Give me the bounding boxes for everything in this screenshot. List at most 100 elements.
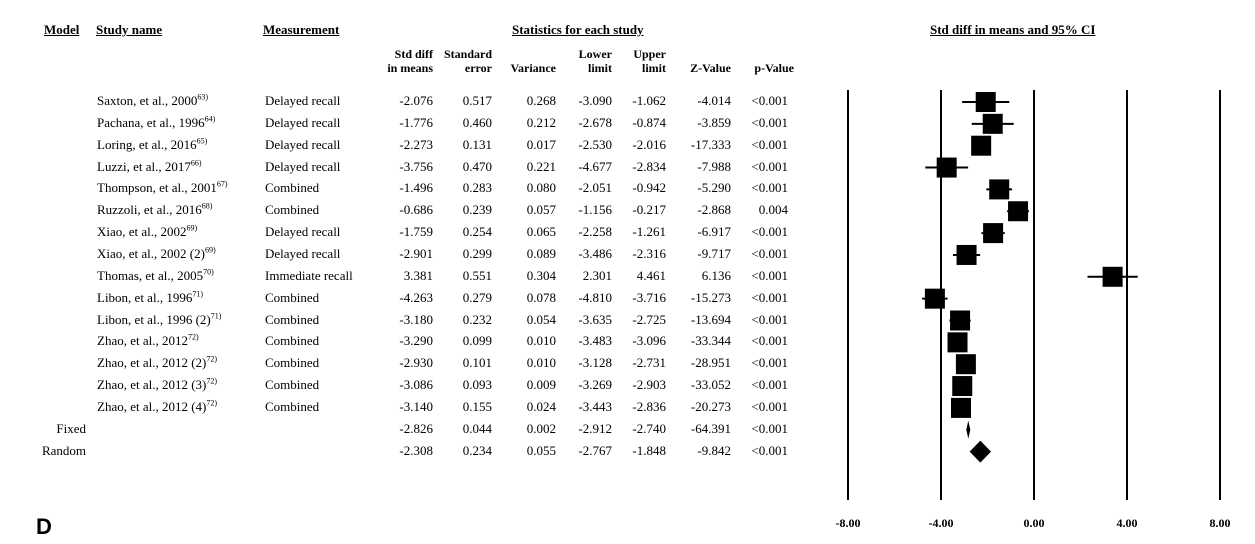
cell-z: -28.951 [690,355,731,371]
cell-p: <0.001 [751,114,788,130]
cell-smd: -3.290 [399,333,433,349]
panel-label: D [36,514,52,539]
summary-p: <0.001 [751,442,788,458]
cell-z: -5.290 [697,180,731,196]
cell-smd: -2.273 [399,136,433,152]
summary-smd: -2.826 [399,420,433,436]
study-name-text: Zhao, et al., 2012 [97,333,188,349]
cell-p: <0.001 [751,158,788,174]
cell-smd: 3.381 [403,267,433,283]
subheader-p-line: p-Value [754,61,794,75]
cell-lower: -2.678 [578,114,612,130]
cell-z: -2.868 [697,202,731,218]
study-reference: 69) [204,245,216,255]
study-name-text: Saxton, et al., 2000 [97,93,198,108]
summary-p: <0.001 [751,420,788,436]
effect-square [975,92,996,112]
cell-smd: -2.076 [399,93,433,108]
subheader-smd-line: in means [387,61,433,75]
cell-se: 0.131 [462,136,492,152]
study-name-text: Zhao, et al., 2012 (2) [97,355,207,371]
cell-se: 0.101 [462,355,492,371]
summary-lower: -2.912 [578,420,612,436]
study-name: Luzzi, et al., 201766) [97,159,202,175]
cell-p: <0.001 [751,289,788,305]
study-reference: 63) [197,92,209,102]
cell-var: 0.078 [526,289,556,305]
cell-p: <0.001 [751,267,788,283]
subheader-upper-line: Upper [633,47,666,61]
cell-upper: -2.836 [632,398,666,414]
study-name: Loring, et al., 201665) [97,137,207,153]
cell-smd: -2.930 [399,355,433,371]
measurement: Delayed recall [265,224,341,240]
header-measurement: Measurement [263,22,340,37]
cell-smd: -0.686 [399,202,433,218]
summary-z: -9.842 [697,442,731,458]
cell-se: 0.155 [462,398,492,414]
cell-upper: -1.062 [632,93,666,108]
cell-z: -7.988 [697,158,731,174]
cell-p: <0.001 [751,398,788,414]
study-reference: 64) [204,114,216,124]
cell-p: <0.001 [751,377,788,393]
cell-lower: -3.269 [578,377,612,393]
cell-p: <0.001 [751,93,788,108]
summary-se: 0.234 [462,442,492,458]
measurement: Combined [265,202,320,218]
summary-upper: -2.740 [632,420,666,436]
measurement: Delayed recall [265,93,341,108]
cell-p: 0.004 [758,202,788,218]
effect-square [956,244,977,265]
subheader-z: Z-Value [661,47,731,75]
x-tick-label: 0.00 [1024,516,1045,530]
study-reference: 72) [206,398,218,408]
cell-lower: -1.156 [578,202,612,218]
summary-model: Random [41,442,86,458]
measurement: Combined [265,377,320,393]
cell-lower: -3.128 [578,355,612,371]
measurement: Combined [265,289,320,305]
study-name: Pachana, et al., 199664) [97,115,215,131]
study-name-text: Zhao, et al., 2012 (3) [97,377,207,393]
cell-z: 6.136 [701,267,731,283]
header-model: Model [44,22,80,37]
study-name: Xiao, et al., 200269) [97,224,197,240]
cell-upper: -1.261 [632,224,666,240]
measurement: Delayed recall [265,136,341,152]
cell-p: <0.001 [751,180,788,196]
effect-square [936,157,957,178]
cell-var: 0.010 [526,333,556,349]
cell-smd: -3.086 [399,377,433,393]
measurement: Combined [265,180,320,196]
study-name: Xiao, et al., 2002 (2)69) [97,246,216,262]
cell-var: 0.089 [526,245,556,261]
cell-var: 0.221 [526,158,556,174]
study-name-text: Ruzzoli, et al., 2016 [97,202,202,218]
study-name-text: Thompson, et al., 2001 [97,180,217,196]
summary-z: -64.391 [690,420,731,436]
effect-square [947,332,968,353]
cell-smd: -3.756 [399,158,433,174]
summary-model: Fixed [56,420,86,436]
cell-var: 0.054 [526,311,556,327]
cell-var: 0.009 [526,377,556,393]
subheader-var: Variance [486,47,556,75]
measurement: Combined [265,333,320,349]
cell-smd: -3.140 [399,398,433,414]
subheader-upper: Upper limit [596,47,666,75]
study-reference: 72) [206,354,218,364]
summary-smd: -2.308 [399,442,433,458]
cell-lower: -3.090 [578,93,612,108]
summary-lower: -2.767 [578,442,612,458]
cell-lower: -2.530 [578,136,612,152]
measurement: Combined [265,311,320,327]
effect-square [983,223,1004,244]
study-name-text: Loring, et al., 2016 [97,136,197,152]
subheader-smd: Std diff in means [363,47,433,75]
cell-se: 0.551 [462,267,492,283]
cell-var: 0.024 [526,398,556,414]
cell-z: -15.273 [690,289,731,305]
subheader-se-line: Standard [443,47,492,61]
